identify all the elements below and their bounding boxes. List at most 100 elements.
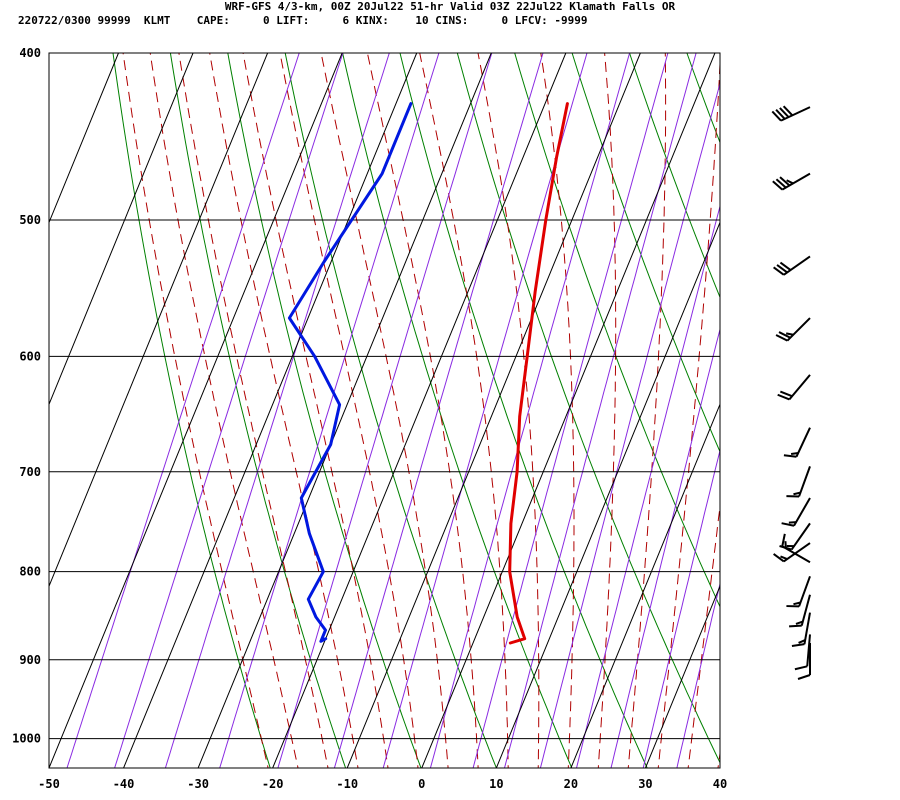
wind-barb-staff <box>793 497 811 527</box>
dry-adiabat <box>730 15 900 783</box>
moist-adiabat <box>279 53 419 768</box>
x-tick-label: -20 <box>262 777 284 791</box>
wind-barb-feather <box>794 665 808 671</box>
wind-barb-staff <box>786 317 811 342</box>
x-tick-label: 0 <box>418 777 425 791</box>
wind-barb-feather <box>783 454 797 458</box>
mixing-ratio-line <box>429 53 631 768</box>
moist-adiabat <box>149 53 299 768</box>
wind-barb-feather <box>773 553 785 563</box>
wind-barb <box>772 172 811 191</box>
wind-barb-staff <box>781 172 811 191</box>
mixing-ratio-line <box>164 53 390 768</box>
wind-barb-staff <box>800 594 811 626</box>
wind-barb <box>773 255 811 276</box>
moist-adiabat <box>419 53 509 768</box>
moist-adiabat <box>540 53 575 768</box>
wind-barb-feather <box>776 264 788 274</box>
wind-barb-feather <box>775 178 787 189</box>
y-tick-label: 700 <box>19 465 41 479</box>
isotherm-line <box>495 221 720 768</box>
x-tick-label: -40 <box>113 777 135 791</box>
mixing-ratio-line <box>382 53 588 768</box>
isotherm-line <box>570 402 720 768</box>
mixing-ratio-line <box>642 448 720 768</box>
isotherm-line <box>421 53 716 768</box>
wind-barb <box>786 575 811 608</box>
x-tick-label: 40 <box>713 777 727 791</box>
wind-barb-feather <box>771 110 782 122</box>
isotherm-line <box>123 53 418 768</box>
wind-barb <box>773 542 811 563</box>
dry-adiabat <box>169 53 347 768</box>
y-tick-label: 500 <box>19 213 41 227</box>
moist-adiabat <box>122 53 269 768</box>
dry-adiabat <box>628 53 720 299</box>
mixing-ratio-line <box>676 581 720 768</box>
wind-barb <box>791 612 811 647</box>
wind-barb-feather <box>779 261 792 271</box>
wind-barb <box>797 642 811 680</box>
y-tick-label: 400 <box>19 46 41 60</box>
wind-barb-feather <box>781 533 786 547</box>
wind-barb-staff <box>798 466 811 497</box>
station-indices-line: 220722/0300 99999 KLMT CAPE: 0 LIFT: 6 K… <box>18 14 588 27</box>
wind-barb-staff <box>783 542 811 563</box>
mixing-ratio-line <box>66 53 300 768</box>
moist-adiabat <box>242 53 389 768</box>
wind-barb-feather <box>785 332 794 336</box>
x-tick-label: -50 <box>38 777 60 791</box>
wind-barb-feather <box>782 105 794 117</box>
mixing-ratio-line <box>610 327 720 768</box>
dry-adiabat <box>112 53 271 768</box>
mixing-ratio-line <box>472 53 669 768</box>
moist-adiabat <box>477 53 540 768</box>
wind-barb-feather <box>773 266 785 276</box>
temperature-profile <box>508 102 569 645</box>
wind-barb <box>781 497 811 527</box>
wind-barb-feather <box>793 491 801 496</box>
mixing-ratio-line <box>503 53 697 768</box>
dry-adiabat <box>843 15 900 783</box>
moist-adiabat <box>209 53 359 768</box>
wind-barb-feather <box>775 109 786 120</box>
wind-barb-feather <box>779 390 793 398</box>
dewpoint-profile <box>287 102 413 643</box>
wind-barb-staff <box>806 634 811 667</box>
wind-barb-staff <box>788 374 811 401</box>
wind-barb-feather <box>772 180 783 191</box>
wind-barb-feather <box>780 555 788 560</box>
wind-barb-feather <box>778 331 791 339</box>
mixing-ratio-line <box>277 53 493 768</box>
wind-barb-feather <box>775 334 788 342</box>
dry-adiabat <box>227 53 422 768</box>
x-tick-label: 30 <box>638 777 652 791</box>
wind-barb <box>777 374 811 401</box>
wind-barb-feather <box>781 522 795 527</box>
mixing-ratio-line <box>575 204 720 768</box>
chart-title: WRF-GFS 4/3-km, 00Z 20Jul22 51-hr Valid … <box>224 0 676 13</box>
moist-adiabat <box>657 54 720 768</box>
wind-barb <box>783 427 811 458</box>
y-tick-label: 800 <box>19 565 41 579</box>
isotherm-line <box>644 584 720 768</box>
isotherm-line <box>49 53 343 768</box>
isotherm-line <box>346 53 641 768</box>
wind-barb-staff <box>781 545 811 564</box>
wind-barb-feather <box>779 176 791 187</box>
mixing-ratio-line <box>333 53 544 768</box>
wind-barb-staff <box>780 106 811 122</box>
isotherm-line <box>49 53 119 224</box>
wind-barb-feather <box>793 601 801 606</box>
moist-adiabat <box>627 53 667 768</box>
wind-barb-feather <box>779 107 790 118</box>
isotherm-line <box>49 53 269 588</box>
wind-barb-feather <box>797 674 811 680</box>
wind-barb-feather <box>777 393 790 401</box>
wind-barb-staff <box>795 427 811 458</box>
y-tick-label: 600 <box>19 349 41 363</box>
wind-barb-staff <box>783 255 811 276</box>
x-tick-label: -10 <box>336 777 358 791</box>
wind-barb-feather <box>789 624 802 628</box>
